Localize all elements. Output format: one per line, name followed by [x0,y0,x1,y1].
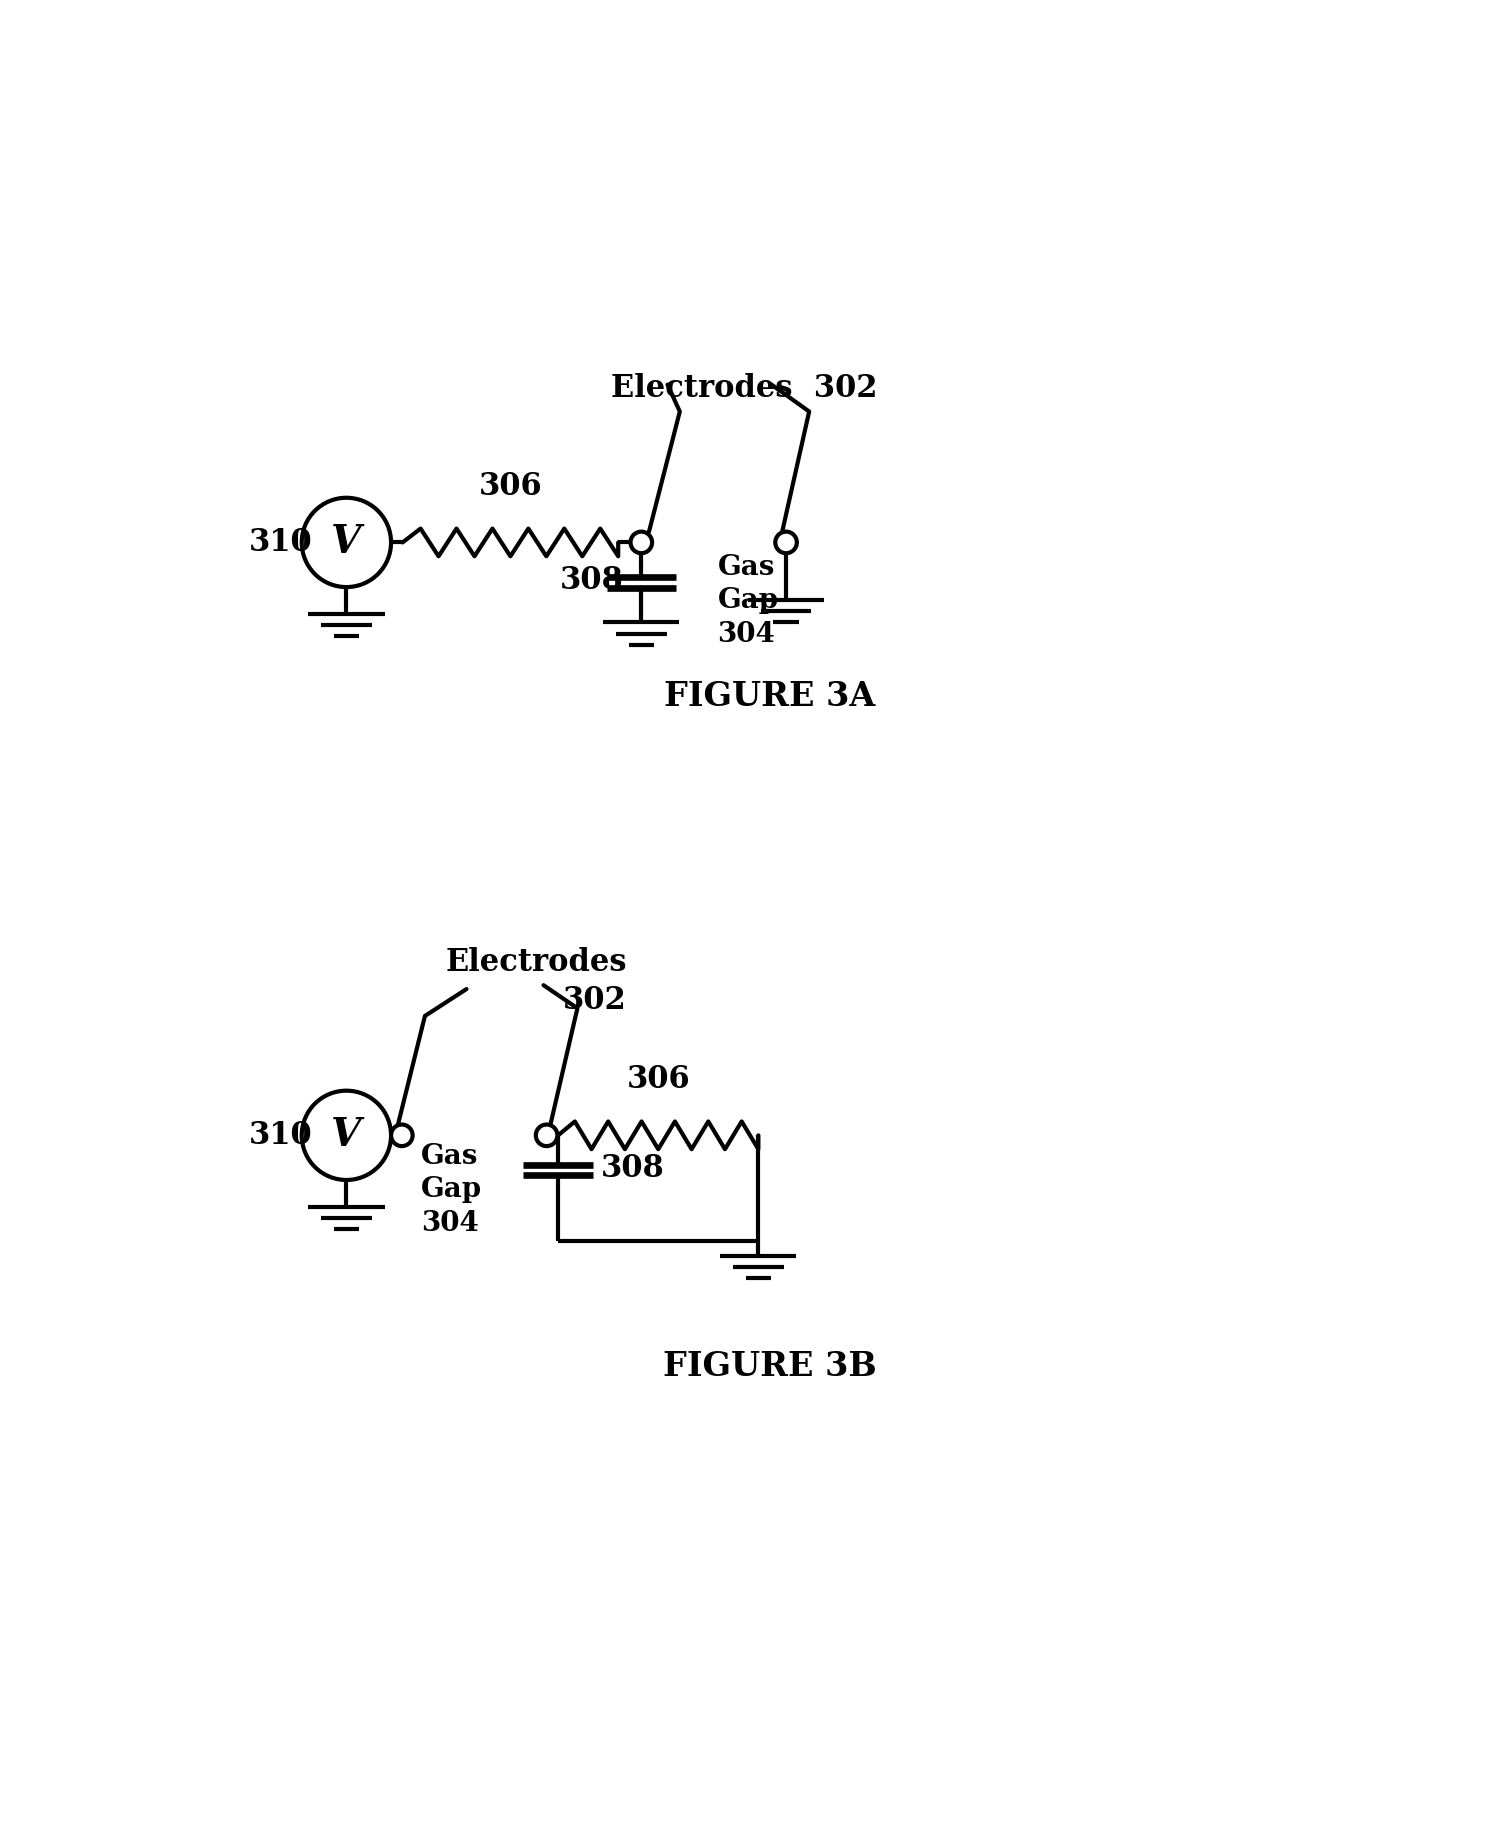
Circle shape [391,1125,412,1147]
Text: FIGURE 3A: FIGURE 3A [664,680,875,713]
Text: 306: 306 [478,471,542,502]
Circle shape [776,531,797,553]
Circle shape [536,1125,557,1147]
Text: V: V [332,1116,362,1154]
Text: 310: 310 [249,528,312,559]
Text: 308: 308 [601,1152,664,1184]
Text: 308: 308 [560,566,623,596]
Text: FIGURE 3B: FIGURE 3B [662,1349,877,1382]
Text: 310: 310 [249,1119,312,1151]
Text: Electrodes: Electrodes [445,947,626,978]
Text: Gas
Gap
304: Gas Gap 304 [421,1143,483,1237]
Text: 302: 302 [563,985,626,1016]
Text: Gas
Gap
304: Gas Gap 304 [718,553,779,647]
Text: V: V [332,524,362,561]
Text: 306: 306 [626,1064,690,1095]
Circle shape [631,531,652,553]
Text: Electrodes  302: Electrodes 302 [611,373,878,404]
